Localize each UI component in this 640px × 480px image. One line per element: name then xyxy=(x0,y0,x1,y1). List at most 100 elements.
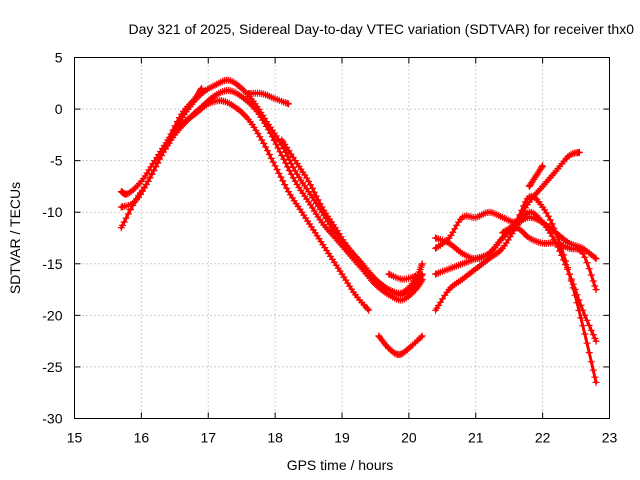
series-line xyxy=(434,210,598,343)
data-point xyxy=(546,216,554,224)
data-point xyxy=(126,189,134,197)
x-tick-label: 22 xyxy=(535,430,551,446)
data-point xyxy=(592,337,600,345)
x-tick-label: 17 xyxy=(200,430,216,446)
data-point xyxy=(581,253,589,261)
data-point xyxy=(539,162,547,170)
series-line xyxy=(119,78,424,297)
x-axis-title: GPS time / hours xyxy=(287,457,394,473)
data-point xyxy=(433,244,441,251)
data-point xyxy=(589,277,597,285)
data-point xyxy=(500,228,508,236)
data-point xyxy=(573,299,581,307)
data-point xyxy=(587,326,595,334)
data-point xyxy=(285,100,292,108)
data-point xyxy=(567,277,575,285)
data-point xyxy=(365,306,373,314)
data-point xyxy=(569,284,577,292)
data-point xyxy=(592,378,600,386)
x-tick-label: 18 xyxy=(267,430,283,446)
data-point xyxy=(270,136,278,144)
series-arc-13 xyxy=(499,148,583,237)
data-point xyxy=(571,291,579,299)
data-point xyxy=(268,133,276,141)
data-point xyxy=(418,332,426,340)
data-point xyxy=(567,150,575,158)
data-point xyxy=(282,148,290,156)
data-point xyxy=(281,181,289,189)
data-point xyxy=(260,139,268,147)
x-tick-label: 19 xyxy=(334,430,350,446)
data-point xyxy=(308,184,316,192)
data-point xyxy=(277,173,285,181)
data-point xyxy=(169,126,177,134)
data-point xyxy=(579,322,587,330)
data-point xyxy=(267,154,275,162)
data-point xyxy=(577,314,585,322)
data-point xyxy=(581,330,589,338)
series-arc-14 xyxy=(525,162,547,190)
data-point xyxy=(386,271,394,279)
chart-title: Day 321 of 2025, Sidereal Day-to-day VTE… xyxy=(128,21,634,37)
y-tick-label: 0 xyxy=(55,101,63,117)
data-point xyxy=(565,270,573,278)
data-point xyxy=(124,210,132,218)
series-arc-6 xyxy=(278,136,426,297)
data-point xyxy=(364,305,371,313)
data-point xyxy=(119,221,126,229)
data-point xyxy=(198,84,206,92)
data-point xyxy=(575,148,583,156)
data-point xyxy=(575,306,583,314)
series-arc-5 xyxy=(244,89,292,108)
data-point xyxy=(412,272,420,280)
data-point xyxy=(269,158,277,166)
data-point xyxy=(581,311,589,319)
data-point xyxy=(271,162,279,170)
data-point xyxy=(585,321,593,329)
y-tick-label: -25 xyxy=(42,359,62,375)
data-point xyxy=(264,147,271,155)
x-tick-label: 20 xyxy=(401,430,417,446)
data-point xyxy=(280,155,288,163)
y-tick-label: 5 xyxy=(55,50,63,66)
data-point xyxy=(544,212,552,220)
data-point xyxy=(314,196,322,204)
series-line xyxy=(280,138,424,295)
axis-ticks: 15 16 17 18 19 20 21 22 23 5 0 -5 -10 -15 -20 -25 -30 xyxy=(42,50,617,446)
y-tick-label: -10 xyxy=(42,204,62,220)
data-point xyxy=(418,260,426,268)
x-tick-label: 15 xyxy=(67,430,83,446)
data-point xyxy=(583,339,591,347)
data-point xyxy=(173,118,181,126)
data-point xyxy=(591,282,599,290)
data-point xyxy=(120,218,128,226)
data-point xyxy=(562,257,570,265)
data-point xyxy=(262,143,270,151)
series-arc-3 xyxy=(117,97,373,314)
x-tick-label: 16 xyxy=(134,430,150,446)
data-point xyxy=(150,167,158,175)
y-tick-label: -20 xyxy=(42,307,62,323)
data-point xyxy=(167,130,175,138)
data-point xyxy=(564,264,571,271)
data-point xyxy=(312,192,320,200)
data-point xyxy=(591,254,599,262)
data-point xyxy=(560,251,568,259)
data-point xyxy=(587,271,595,279)
x-tick-label: 21 xyxy=(468,430,484,446)
y-axis-title: SDTVAR / TECUs xyxy=(7,182,23,294)
data-point xyxy=(583,316,591,324)
series-arc-8 xyxy=(385,270,420,283)
data-point xyxy=(165,134,173,142)
data-point xyxy=(587,358,595,366)
data-point xyxy=(583,259,591,267)
data-point xyxy=(589,331,597,339)
data-point xyxy=(579,250,587,257)
data-point xyxy=(265,151,273,158)
series-line xyxy=(119,99,371,312)
data-point xyxy=(307,181,314,189)
data-point xyxy=(272,140,280,148)
data-point xyxy=(148,170,156,178)
grid xyxy=(74,57,610,419)
series-arc-2 xyxy=(117,76,426,299)
